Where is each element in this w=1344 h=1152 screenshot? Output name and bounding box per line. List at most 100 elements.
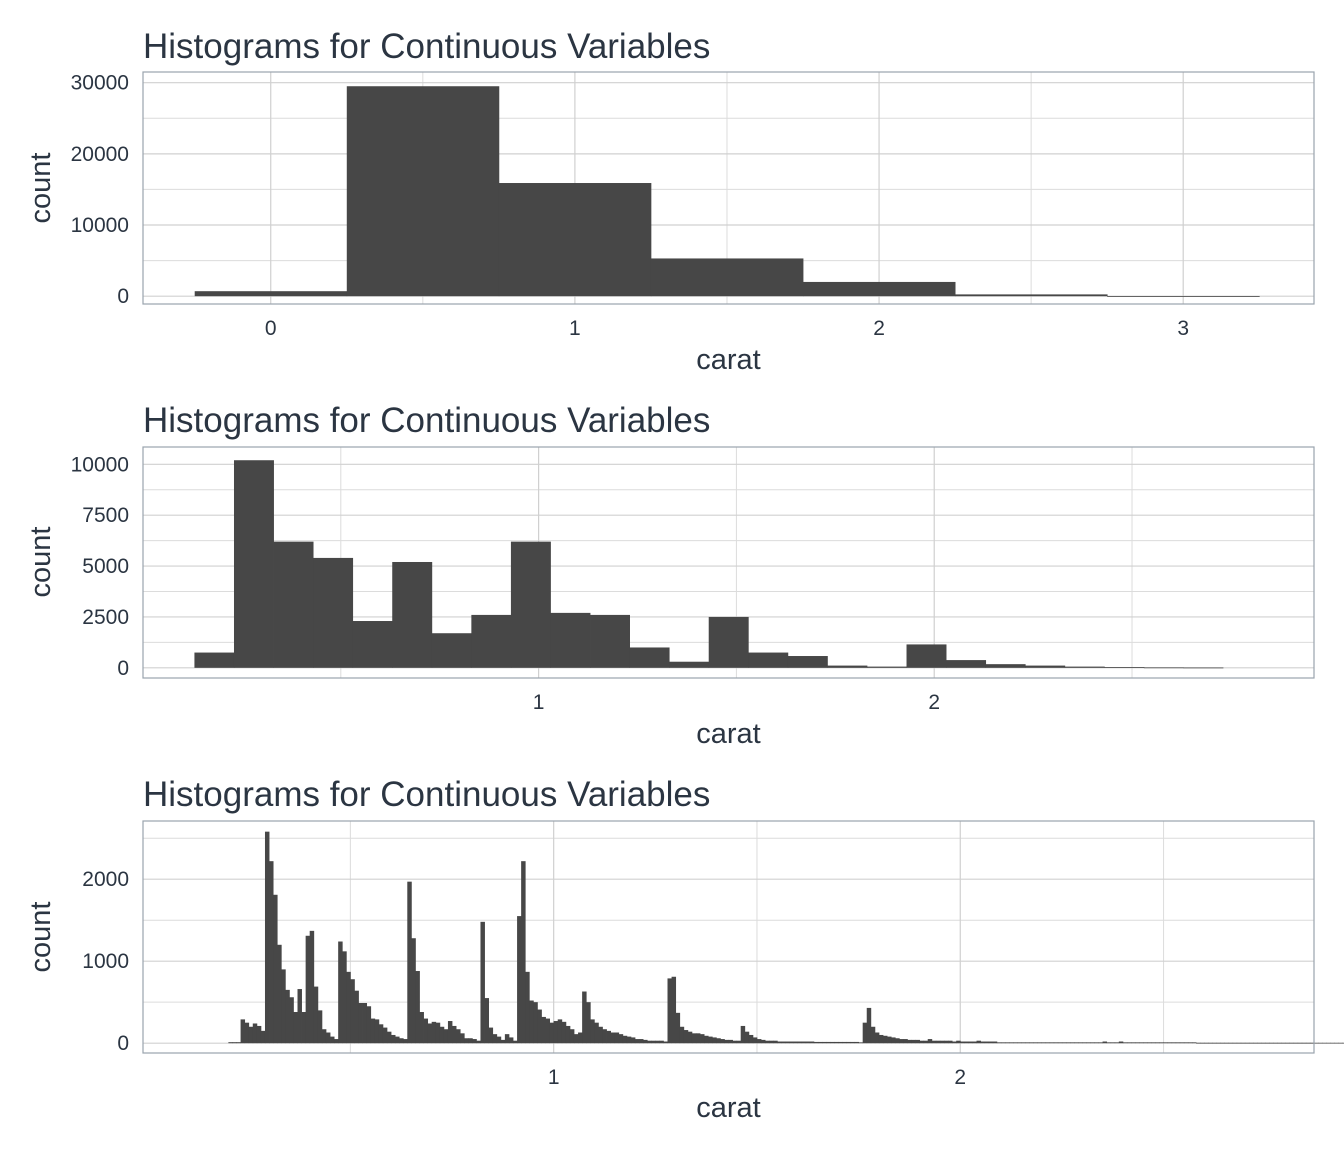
histogram-bar (1240, 1042, 1246, 1044)
histogram-bar (573, 1034, 579, 1044)
histogram-bar (756, 1039, 762, 1044)
y-tick-label: 10000 (71, 214, 129, 237)
histogram-bar (1293, 1042, 1299, 1044)
chart-title: Histograms for Continuous Variables (143, 401, 710, 440)
histogram-bar (618, 1034, 624, 1044)
histogram-bar (1074, 1042, 1079, 1044)
histogram-bar (260, 1030, 266, 1044)
histogram-bar (1041, 1042, 1047, 1044)
histogram-bar (443, 1029, 449, 1044)
histogram-bar (468, 1038, 473, 1044)
histogram-bar (1106, 1042, 1112, 1044)
histogram-bar (728, 1039, 733, 1044)
panel-border (142, 446, 1315, 679)
histogram-bar (325, 1032, 331, 1044)
histogram-bar (1236, 1042, 1242, 1044)
histogram-bar (854, 1041, 860, 1044)
x-tick-label: 1 (569, 317, 581, 340)
histogram-bar (338, 941, 343, 1044)
histogram-bar (862, 1022, 868, 1044)
histogram-bar (252, 1023, 258, 1044)
histogram-bar (907, 1039, 912, 1044)
histogram-bar (525, 971, 530, 1044)
histogram-bar (1104, 667, 1145, 668)
histogram-bar (946, 660, 987, 668)
histogram-bar (1175, 1042, 1181, 1044)
histogram-bar (988, 1041, 994, 1044)
histogram-bar (533, 1002, 538, 1044)
histogram-bar (1305, 1042, 1311, 1044)
histogram-bar (1224, 1042, 1230, 1044)
histogram-bar (866, 666, 907, 668)
histogram-bar (484, 998, 490, 1044)
histogram-bar (643, 1039, 648, 1044)
histogram-bar (1285, 1042, 1291, 1044)
histogram-bar (513, 1040, 518, 1044)
histogram-bar (452, 1025, 457, 1044)
histogram-bar (500, 1039, 506, 1044)
histogram-bar (834, 1041, 839, 1044)
histogram-bar (590, 1019, 595, 1044)
histogram-bar (382, 1027, 388, 1044)
histogram-bar (378, 1024, 384, 1044)
histogram-bar (1342, 1042, 1344, 1044)
histogram-bar (1248, 1042, 1254, 1044)
histogram-bar (691, 1033, 697, 1044)
histogram-bar (789, 1041, 794, 1044)
histogram-bar (1086, 1042, 1091, 1044)
histogram-bar (683, 1030, 689, 1044)
histogram-bar (1021, 1042, 1026, 1044)
histogram-bars (194, 86, 1260, 297)
histogram-bar (1118, 1041, 1124, 1044)
histogram-bar (352, 621, 393, 668)
histogram-bar (598, 1026, 603, 1044)
histogram-bar (1163, 1042, 1169, 1044)
histogram-bar (1318, 1042, 1323, 1044)
x-tick-label: 2 (954, 1066, 966, 1089)
histogram-bar (1139, 1042, 1144, 1044)
histogram-bar (606, 1030, 611, 1044)
histogram-bar (529, 1000, 534, 1044)
histogram-bar (1167, 1042, 1173, 1044)
x-tick-label: 2 (928, 691, 940, 714)
histogram-bar (1107, 296, 1260, 297)
histogram-bar (915, 1039, 921, 1044)
histogram-bar (399, 1038, 404, 1044)
histogram-bar (744, 1031, 750, 1044)
histogram-bar (822, 1041, 827, 1044)
histogram-bar (395, 1036, 400, 1044)
histogram-bar (423, 1018, 429, 1044)
y-tick-label: 5000 (82, 555, 129, 578)
histogram-bar (362, 1002, 368, 1044)
histogram-bar (1147, 1042, 1152, 1044)
histogram-bar (752, 1037, 758, 1044)
histogram-bar (1200, 1042, 1205, 1044)
histogram-bars (228, 831, 1344, 1044)
histogram-bar (671, 976, 677, 1044)
histogram-bar (521, 861, 526, 1044)
histogram-bar (1220, 1042, 1225, 1044)
histogram-bar (1049, 1042, 1055, 1044)
histogram-bar (492, 1034, 498, 1044)
histogram-bar (732, 1040, 738, 1044)
histogram-bar (273, 894, 278, 1044)
histogram-bar (850, 1041, 855, 1044)
histogram-bar (748, 1034, 754, 1044)
histogram-bar (427, 1023, 433, 1044)
histogram-bar (1265, 1042, 1270, 1044)
histogram-bar (297, 989, 302, 1044)
histogram-bar (313, 986, 319, 1044)
histogram-bar (911, 1039, 916, 1044)
histogram-bar (415, 971, 420, 1044)
histogram-bar (675, 1012, 681, 1044)
histogram-bar (281, 969, 286, 1044)
histogram-bar (761, 1039, 766, 1044)
histogram-bar (510, 541, 551, 668)
histogram-bar (1025, 1042, 1030, 1044)
histogram-bar (976, 1040, 981, 1044)
histogram-bar (313, 557, 354, 668)
histogram-bar (1216, 1042, 1221, 1044)
histogram-bar (769, 1040, 774, 1044)
histogram-bar (687, 1031, 693, 1044)
histogram-bar (630, 1037, 636, 1044)
